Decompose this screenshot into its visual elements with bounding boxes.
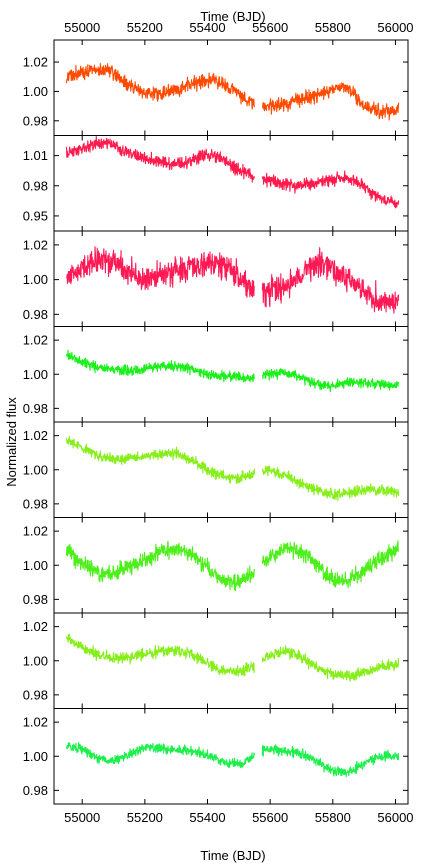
x-tick-label-bottom: 56000 xyxy=(377,810,413,825)
x-tick-label-bottom: 55400 xyxy=(189,810,225,825)
y-tick-label: 0.98 xyxy=(23,401,48,416)
panel-6: 0.98 1.00 1.02 xyxy=(23,517,409,614)
y-tick-label: 1.02 xyxy=(23,524,48,539)
light-curve-series-4-segment-2 xyxy=(261,368,400,393)
panel-5: 0.98 1.00 1.02 xyxy=(23,421,409,518)
light-curve-series-7-segment-2 xyxy=(261,645,400,682)
x-tick-label-top: 55600 xyxy=(252,20,288,35)
y-tick-label: 1.00 xyxy=(23,653,48,668)
panel-frame xyxy=(53,517,409,614)
panel-frame xyxy=(53,612,409,709)
y-tick-label: 1.00 xyxy=(23,462,48,477)
panel-8: 0.98 1.00 1.02 xyxy=(23,708,409,805)
y-tick-label: 1.00 xyxy=(23,367,48,382)
panel-frame xyxy=(53,421,409,518)
light-curve-series-2-segment-1 xyxy=(65,136,255,183)
y-axis-title: Normalized flux xyxy=(4,397,19,487)
y-tick-label: 0.98 xyxy=(23,687,48,702)
y-tick-label: 1.00 xyxy=(23,272,48,287)
x-tick-label-bottom: 55000 xyxy=(64,810,100,825)
panel-4: 0.98 1.00 1.02 xyxy=(23,326,409,423)
panel-frame xyxy=(53,230,409,327)
panel-2: 0.95 0.98 1.01 xyxy=(23,135,409,232)
x-tick-label-bottom: 55200 xyxy=(127,810,163,825)
light-curve-series-3-segment-2 xyxy=(261,247,400,314)
light-curve-series-8-segment-2 xyxy=(261,744,400,778)
x-axis-title-bottom: Time (BJD) xyxy=(200,848,265,863)
y-tick-label: 0.98 xyxy=(23,592,48,607)
x-tick-label-bottom: 55800 xyxy=(315,810,351,825)
light-curve-series-5-segment-2 xyxy=(261,465,400,502)
light-curve-series-5-segment-1 xyxy=(65,435,256,484)
x-tick-label-bottom: 55600 xyxy=(252,810,288,825)
y-tick-label: 0.95 xyxy=(23,208,48,223)
x-tick-label-top: 55400 xyxy=(189,20,225,35)
y-tick-label: 1.02 xyxy=(23,619,48,634)
light-curve-series-2-segment-2 xyxy=(261,170,400,209)
x-tick-label-top: 56000 xyxy=(377,20,413,35)
y-tick-label: 1.01 xyxy=(23,148,48,163)
light-curve-series-6-segment-2 xyxy=(261,540,399,589)
x-tick-label-top: 55000 xyxy=(64,20,100,35)
y-tick-label: 0.98 xyxy=(23,113,48,128)
y-tick-label: 1.02 xyxy=(23,237,48,252)
panel-frame xyxy=(53,708,409,805)
y-tick-label: 1.02 xyxy=(23,715,48,730)
panel-3: 0.98 1.00 1.02 xyxy=(23,230,409,327)
panel-frame xyxy=(53,326,409,423)
panel-7: 0.98 1.00 1.02 xyxy=(23,612,409,709)
y-tick-label: 1.00 xyxy=(23,84,48,99)
y-tick-label: 0.98 xyxy=(23,783,48,798)
y-tick-label: 0.98 xyxy=(23,496,48,511)
light-curve-series-6-segment-1 xyxy=(65,540,256,592)
light-curve-series-4-segment-1 xyxy=(65,349,255,383)
panels-group: 55000 55200 55400 55600 55800 56000 55000 55200… xyxy=(23,20,414,825)
y-tick-label: 1.02 xyxy=(23,55,48,70)
light-curve-series-8-segment-1 xyxy=(65,741,256,769)
x-tick-label-top: 55800 xyxy=(315,20,351,35)
light-curve-series-1-segment-2 xyxy=(262,82,400,121)
panel-1: 0.98 1.00 1.02 xyxy=(23,39,409,136)
x-axis-title-top: Time (BJD) xyxy=(200,9,265,24)
y-tick-label: 1.02 xyxy=(23,428,48,443)
light-curve-series-1-segment-1 xyxy=(65,62,256,110)
y-tick-label: 1.00 xyxy=(23,749,48,764)
y-tick-label: 0.98 xyxy=(23,307,48,322)
y-tick-label: 0.98 xyxy=(23,178,48,193)
light-curve-series-7-segment-1 xyxy=(65,633,256,677)
y-tick-label: 1.02 xyxy=(23,333,48,348)
y-tick-label: 1.00 xyxy=(23,558,48,573)
light-curve-series-3-segment-1 xyxy=(66,246,255,298)
x-tick-label-top: 55200 xyxy=(127,20,163,35)
